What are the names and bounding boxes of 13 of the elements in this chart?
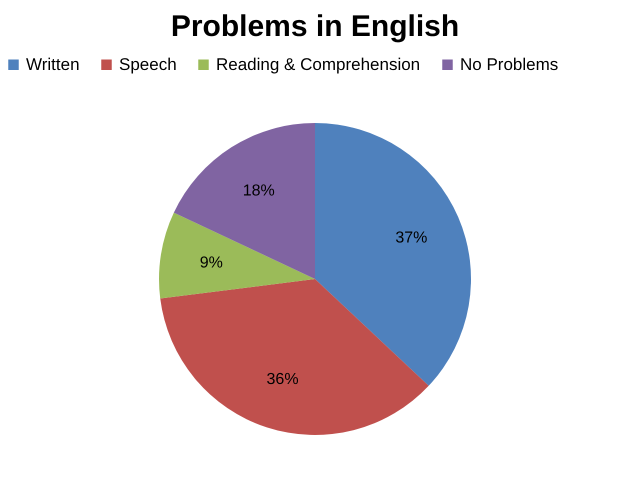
- legend-label: No Problems: [460, 54, 558, 74]
- pie-slice: [159, 212, 315, 299]
- data-label: 18%: [242, 182, 275, 200]
- data-label: 9%: [200, 254, 223, 272]
- pie-slice: [174, 123, 315, 279]
- pie-slice: [315, 123, 471, 386]
- pie-slice: [160, 279, 429, 435]
- data-label: 37%: [395, 229, 428, 246]
- chart-title: Problems in English: [170, 10, 460, 43]
- legend-label: Written: [26, 54, 80, 74]
- legend-label: Speech: [119, 54, 177, 74]
- legend-label: Reading & Comprehension: [216, 54, 420, 74]
- data-label: 36%: [266, 370, 299, 388]
